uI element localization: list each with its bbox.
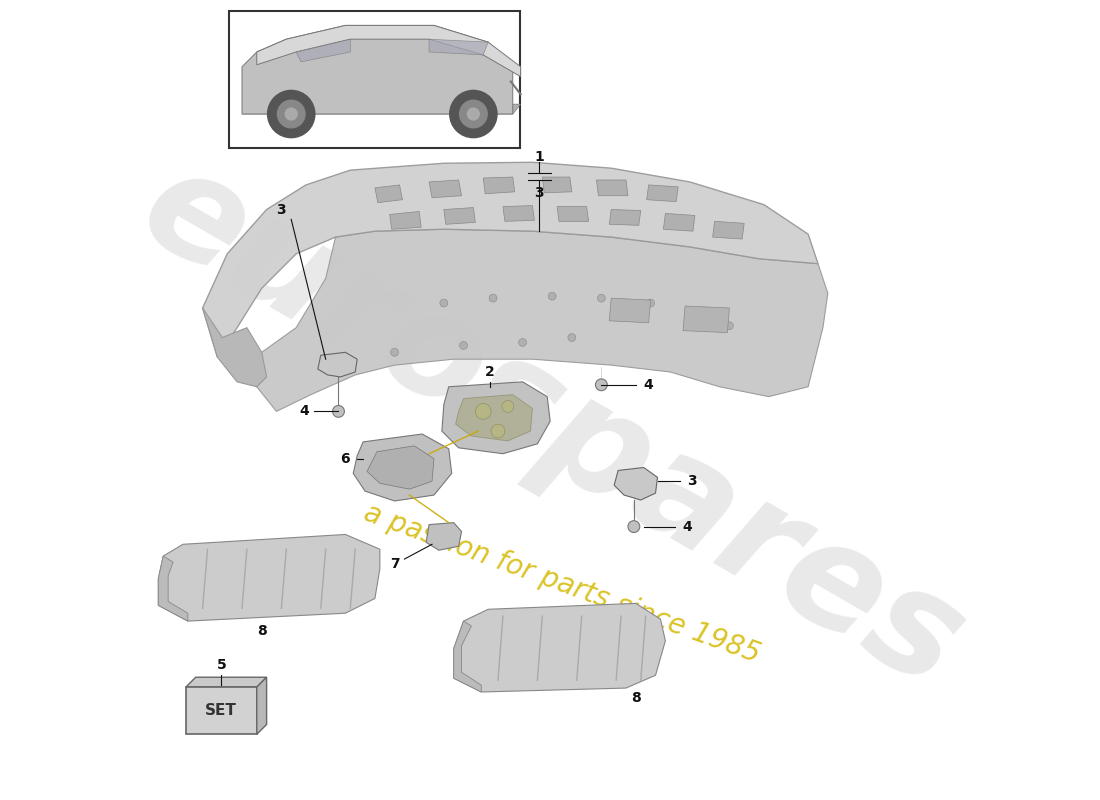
Polygon shape (389, 211, 421, 230)
Polygon shape (256, 230, 828, 411)
Polygon shape (296, 39, 350, 62)
Text: 3: 3 (276, 202, 286, 217)
Polygon shape (609, 210, 641, 226)
Polygon shape (158, 534, 380, 621)
Polygon shape (242, 104, 520, 114)
Polygon shape (429, 39, 488, 55)
Text: 7: 7 (389, 557, 399, 571)
Text: 4: 4 (682, 519, 692, 534)
Polygon shape (614, 467, 658, 500)
Text: 8: 8 (256, 624, 266, 638)
Circle shape (491, 424, 505, 438)
Text: 8: 8 (631, 691, 640, 705)
Circle shape (548, 292, 557, 300)
Text: 4: 4 (299, 404, 309, 418)
Polygon shape (256, 678, 266, 734)
Polygon shape (453, 621, 482, 692)
Polygon shape (318, 352, 358, 377)
Polygon shape (242, 26, 513, 114)
Text: 3: 3 (688, 474, 696, 488)
Polygon shape (557, 206, 588, 222)
Polygon shape (453, 603, 666, 692)
Polygon shape (503, 206, 535, 222)
Circle shape (502, 401, 514, 412)
Circle shape (597, 294, 605, 302)
Circle shape (647, 299, 654, 307)
Circle shape (519, 338, 527, 346)
Text: SET: SET (206, 703, 238, 718)
Circle shape (341, 361, 350, 369)
Circle shape (460, 342, 467, 350)
Circle shape (725, 322, 734, 330)
Circle shape (332, 406, 344, 418)
Text: 4: 4 (644, 378, 653, 392)
Circle shape (450, 90, 497, 138)
Text: 5: 5 (217, 658, 227, 673)
Circle shape (460, 100, 487, 128)
Circle shape (277, 100, 305, 128)
Polygon shape (202, 308, 266, 386)
Polygon shape (429, 180, 462, 198)
Polygon shape (542, 177, 572, 193)
Circle shape (390, 348, 398, 356)
Polygon shape (202, 162, 818, 358)
Circle shape (267, 90, 315, 138)
Bar (229, 10, 519, 149)
Circle shape (285, 108, 297, 120)
Polygon shape (596, 180, 628, 196)
Circle shape (628, 521, 640, 533)
Polygon shape (442, 382, 550, 454)
Polygon shape (443, 207, 475, 224)
Polygon shape (647, 185, 679, 202)
Polygon shape (609, 298, 650, 322)
Circle shape (686, 309, 694, 317)
Text: eurospares: eurospares (118, 134, 987, 718)
Text: a passion for parts since 1985: a passion for parts since 1985 (360, 498, 763, 669)
Text: 2: 2 (485, 365, 495, 379)
Text: 1: 1 (535, 150, 544, 164)
Circle shape (440, 299, 448, 307)
Polygon shape (158, 556, 188, 621)
Text: 3: 3 (535, 186, 544, 200)
Circle shape (475, 403, 491, 419)
Polygon shape (455, 394, 532, 441)
Polygon shape (353, 434, 452, 501)
Text: 6: 6 (341, 452, 350, 466)
Circle shape (468, 108, 480, 120)
Polygon shape (256, 26, 520, 77)
Polygon shape (663, 214, 695, 231)
Polygon shape (367, 446, 434, 489)
Circle shape (490, 294, 497, 302)
Polygon shape (713, 222, 744, 239)
Bar (186, 687, 256, 734)
Polygon shape (186, 678, 266, 687)
Circle shape (595, 379, 607, 390)
Polygon shape (483, 177, 515, 194)
Polygon shape (375, 185, 403, 202)
Polygon shape (683, 306, 729, 333)
Polygon shape (426, 522, 462, 550)
Circle shape (568, 334, 575, 342)
